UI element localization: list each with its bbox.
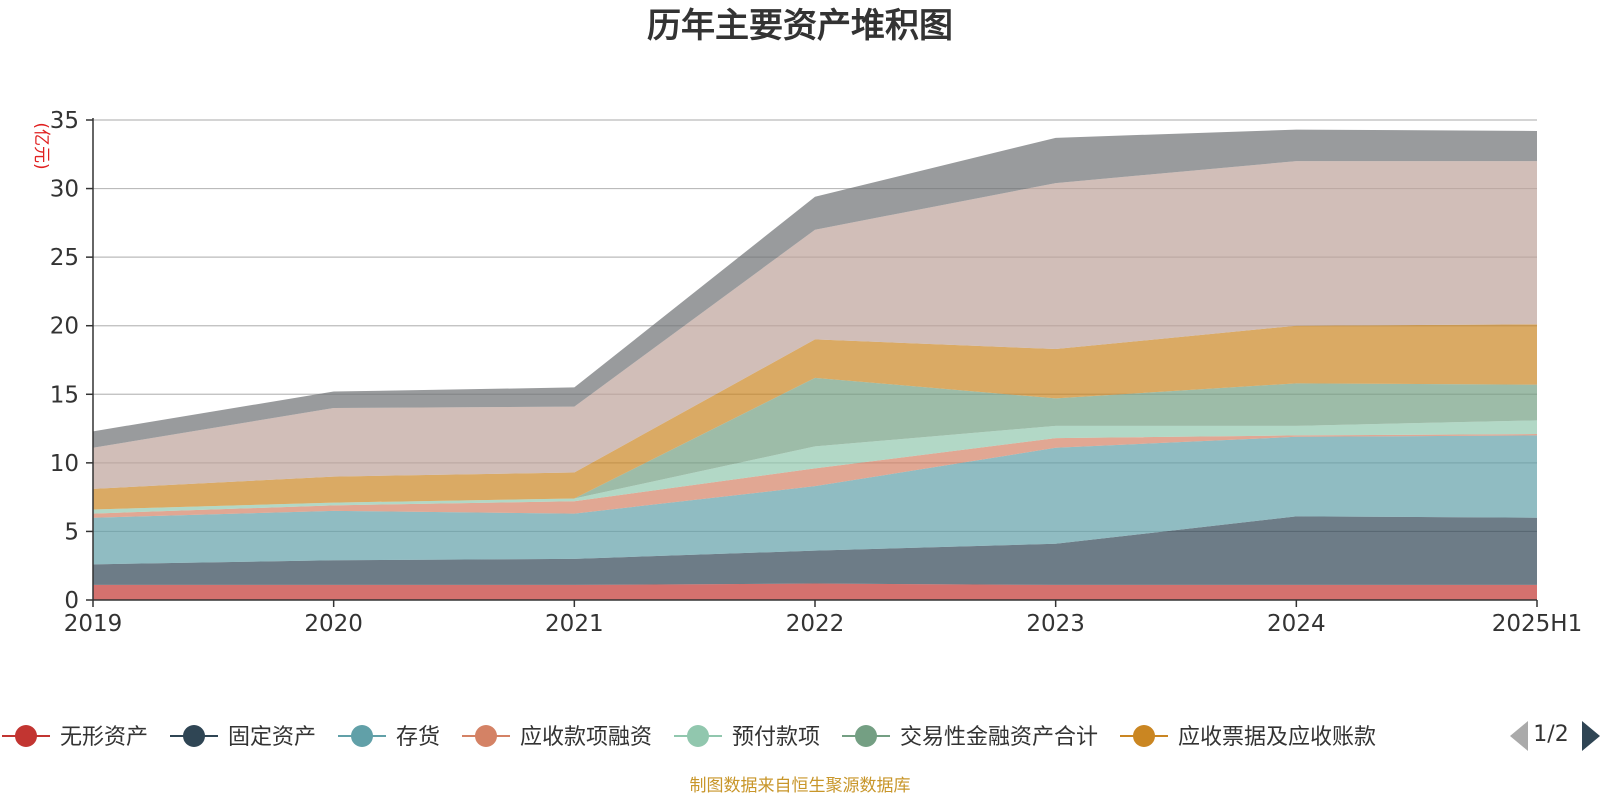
x-tick-label: 2022 [786,611,845,637]
x-tick-label: 2023 [1026,611,1085,637]
y-tick-label: 5 [64,519,79,545]
legend-page-indicator: 1/2 [1533,722,1568,747]
legend-dot-icon [475,725,497,747]
legend-pager: 1/2 [1510,721,1600,751]
legend-item[interactable]: 固定资产 [170,725,316,750]
area-series-4 [93,420,1537,514]
y-tick-label: 20 [50,314,79,340]
legend-dot-icon [1133,725,1155,747]
x-tick-label: 2025H1 [1492,611,1582,637]
area-series-layer [93,129,1537,600]
area-series-1 [93,516,1537,585]
legend-dot-icon [855,725,877,747]
y-tick-label: 25 [50,245,79,271]
legend-dot-icon [183,725,205,747]
area-series-5 [93,377,1537,510]
data-source-note: 制图数据来自恒生聚源数据库 [690,776,911,796]
y-axis-unit-label: (亿元) [31,122,51,169]
legend: 无形资产 固定资产 存货 应收款项融资 预付款项 交易性金融资产合计 应收票据及应收账款 [2,725,1376,750]
chart-title: 历年主要资产堆积图 [647,6,953,46]
legend-item[interactable]: 无形资产 [2,725,148,750]
axes: 0 5 10 15 20 25 30 35 2019 2020 2021 2022 2023 2024 20… [50,108,1583,637]
x-tick-label: 2021 [545,611,604,637]
legend-label: 固定资产 [228,725,316,750]
legend-item[interactable]: 应收款项融资 [462,725,652,750]
area-series-8 [93,129,1537,448]
legend-label: 存货 [396,725,440,750]
legend-label: 预付款项 [732,725,820,750]
y-tick-label: 30 [50,177,79,203]
y-tick-label: 0 [64,588,79,614]
legend-dot-icon [15,725,37,747]
y-tick-label: 15 [50,382,79,408]
legend-item[interactable]: 预付款项 [674,725,820,750]
triangle-right-icon[interactable] [1582,721,1600,751]
legend-item[interactable]: 应收票据及应收账款 [1120,725,1376,750]
legend-dot-icon [687,725,709,747]
legend-label: 交易性金融资产合计 [900,725,1098,750]
legend-label: 应收票据及应收账款 [1178,725,1376,750]
y-tick-label: 35 [50,108,79,134]
x-tick-label: 2019 [64,611,123,637]
area-series-7 [93,161,1537,489]
legend-dot-icon [351,725,373,747]
area-series-0 [93,583,1537,600]
legend-item[interactable]: 交易性金融资产合计 [842,725,1098,750]
triangle-left-icon[interactable] [1510,721,1528,751]
area-series-2 [93,435,1537,565]
legend-label: 无形资产 [60,725,148,750]
legend-label: 应收款项融资 [520,725,652,750]
area-series-6 [93,324,1537,510]
x-tick-label: 2020 [304,611,363,637]
y-tick-label: 10 [50,451,79,477]
legend-item[interactable]: 存货 [338,725,440,750]
x-tick-label: 2024 [1267,611,1326,637]
area-series-3 [93,434,1537,518]
